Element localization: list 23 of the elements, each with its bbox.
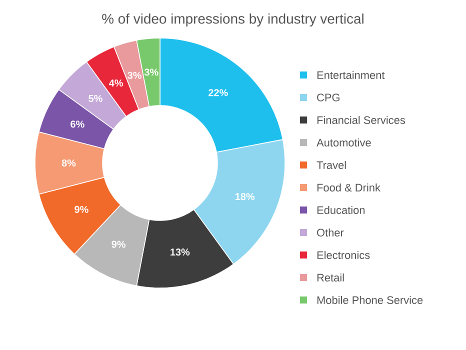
legend-label: Food & Drink — [317, 183, 380, 192]
data-label: 9% — [74, 206, 88, 213]
data-label: 22% — [208, 89, 228, 96]
data-label: 4% — [109, 80, 123, 87]
data-label: 3% — [128, 72, 142, 79]
legend-label: Electronics — [317, 250, 370, 260]
data-label: 13% — [170, 248, 190, 256]
legend-label: Other — [317, 228, 344, 237]
data-label: 18% — [236, 193, 255, 200]
legend-label: Automotive — [316, 138, 371, 147]
data-label: 6% — [70, 120, 84, 128]
legend-label: Financial Services — [317, 116, 406, 124]
data-label: 9% — [112, 240, 126, 248]
chart-title: % of video impressions by industry vertical — [102, 13, 364, 26]
data-label: 5% — [88, 94, 102, 102]
legend-label: Travel — [316, 160, 346, 170]
legend-label: Retail — [317, 273, 344, 282]
legend-label: Mobile Phone Service — [317, 296, 423, 304]
data-label: 3% — [144, 68, 158, 76]
legend-label: Entertainment — [317, 70, 385, 80]
legend-label: CPG — [317, 94, 340, 102]
data-label: 8% — [62, 159, 76, 167]
legend-label: Education — [317, 206, 365, 214]
